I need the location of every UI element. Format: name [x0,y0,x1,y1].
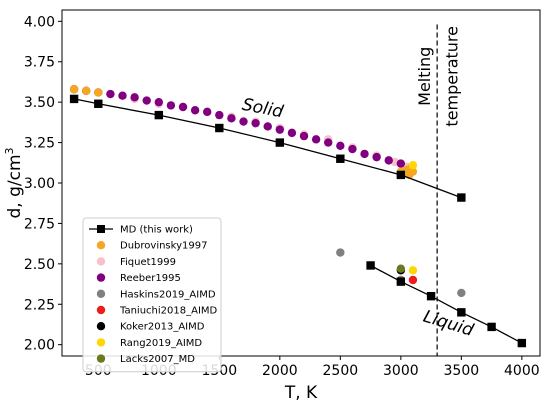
legend-marker-taniuchi2018-aimd [96,305,106,315]
legend: MD (this work) Dubrovinsky1997 Fiquet1999 R… [82,217,222,373]
point-reeber1995-4 [118,91,127,100]
point-reeber1995-3 [106,89,115,99]
y-tick-label-7: 3.75 [24,55,55,71]
legend-label-taniuchi2018-aimd: Taniuchi2018_AIMD [119,306,218,317]
y-tick-label-0: 2.00 [24,338,55,354]
point-reeber1995-12 [215,110,224,120]
y-axis-label-superscript: 3 [3,147,16,154]
legend-label-haskins2019-aimd: Haskins2019_AIMD [120,289,216,300]
point-reeber1995-26 [384,156,393,165]
point-haskins2019-aimd-0 [336,248,345,257]
point-md-0-0 [69,94,79,104]
point-reeber1995-13 [227,114,236,123]
point-reeber1995-20 [311,135,321,144]
legend-label-reeber1995: Reeber1995 [120,273,181,284]
y-tick-label-5: 3.25 [24,136,55,152]
legend-label-lacks2007-md: Lacks2007_MD [120,354,195,365]
legend-marker-dubrovinsky1997 [96,241,106,250]
y-tick-label-3: 2.75 [24,216,55,232]
legend-label-md-this-work-: MD (this work) [120,225,193,236]
plot-area [69,24,527,356]
point-reeber1995-21 [324,138,333,147]
y-axis-label: d, g/cm3 [3,147,25,218]
solid-annotation: Solid [240,95,285,123]
point-reeber1995-23 [348,144,357,154]
point-haskins2019-aimd-1 [457,288,466,298]
point-md-0-7 [457,193,466,202]
point-dubrovinsky1997-0 [69,85,79,94]
point-md-0-6 [396,170,406,180]
point-reeber1995-10 [190,106,200,115]
legend-box [82,217,222,373]
axes: 50010001500200025003000350040002.002.252… [24,9,541,379]
point-reeber1995-16 [263,122,272,131]
point-md-1-1 [396,277,406,286]
x-tick-label-4: 2500 [323,363,359,379]
point-reeber1995-6 [142,96,151,105]
point-md-0-5 [336,154,345,163]
y-tick-label-4: 3.00 [24,176,55,192]
point-lacks2007-md-0 [396,264,406,273]
point-dubrovinsky1997-1 [82,86,91,96]
point-reeber1995-9 [178,102,188,112]
point-reeber1995-14 [239,117,248,126]
legend-marker-md-this-work- [97,225,105,233]
y-tick-label-1: 2.25 [24,297,55,313]
point-md-0-2 [154,110,164,120]
md-line-segment-0 [73,98,462,199]
point-md-1-0 [366,261,375,270]
x-axis-label: T, K [284,383,318,403]
legend-label-koker2013-aimd: Koker2013_AIMD [120,322,205,333]
point-reeber1995-11 [203,107,212,117]
y-tick-label-8: 4.00 [24,14,55,30]
legend-marker-rang2019-aimd [96,338,106,347]
legend-marker-fiquet1999 [96,257,106,266]
x-tick-label-5: 3000 [383,363,419,379]
point-dubrovinsky1997-2 [94,88,103,97]
point-reeber1995-22 [336,141,345,151]
legend-marker-lacks2007-md [96,354,106,363]
point-reeber1995-18 [287,128,297,138]
point-reeber1995-17 [275,125,285,134]
legend-marker-koker2013-aimd [96,322,106,331]
x-tick-label-7: 4000 [504,363,540,379]
point-reeber1995-7 [154,97,164,107]
point-rang2019-aimd-1 [408,161,418,170]
point-taniuchi2018-aimd-0 [408,275,418,285]
legend-marker-haskins2019-aimd [96,289,106,298]
point-md-1-2 [426,291,436,301]
legend-label-fiquet1999: Fiquet1999 [120,257,176,268]
melting-annotation-line2: temperature [443,26,462,127]
point-dubrovinsky1997-8 [408,167,418,176]
y-tick-label-2: 2.50 [24,257,55,273]
md-line-segment-1 [370,264,523,344]
point-reeber1995-8 [166,101,176,110]
point-reeber1995-5 [130,93,139,102]
point-reeber1995-25 [372,152,381,162]
legend-label-rang2019-aimd: Rang2019_AIMD [120,338,202,349]
point-md-0-1 [94,99,103,108]
point-md-0-4 [275,138,285,147]
legend-label-dubrovinsky1997: Dubrovinsky1997 [120,241,207,252]
point-rang2019-aimd-0 [408,266,418,275]
legend-marker-reeber1995 [96,273,106,282]
point-reeber1995-24 [360,149,369,159]
point-md-1-4 [487,322,496,332]
point-reeber1995-27 [396,159,406,168]
liquid-annotation: Liquid [421,307,476,341]
melting-annotation-line1: Melting [415,47,434,106]
point-reeber1995-15 [251,118,260,128]
point-md-1-3 [457,308,466,317]
y-axis-label-main: d, g/cm [5,154,25,218]
x-tick-label-3: 2000 [262,363,298,379]
y-tick-label-6: 3.50 [24,95,55,111]
point-reeber1995-19 [299,131,309,141]
point-md-1-5 [517,338,527,348]
x-tick-label-6: 3500 [444,363,480,379]
point-md-0-3 [215,123,224,133]
